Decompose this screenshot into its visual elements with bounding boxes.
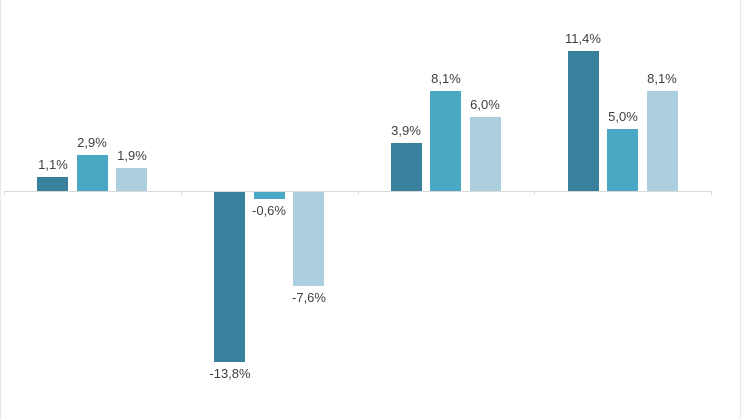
data-label: 5,0% <box>608 109 638 124</box>
data-label: 6,0% <box>470 97 500 112</box>
bar-series-medium-teal-cat4 <box>607 129 638 191</box>
axis-tick <box>534 191 535 195</box>
x-axis-line <box>4 191 711 192</box>
data-label: 1,1% <box>38 157 68 172</box>
bar-series-light-blue-cat3 <box>470 117 501 191</box>
bar-series-medium-teal-cat1 <box>77 155 108 191</box>
axis-tick <box>4 191 5 195</box>
data-label: -7,6% <box>292 290 326 305</box>
bar-series-dark-teal-cat4 <box>568 51 599 191</box>
data-label: 2,9% <box>77 135 107 150</box>
bar-series-light-blue-cat4 <box>647 91 678 191</box>
data-label: 8,1% <box>431 71 461 86</box>
bar-series-dark-teal-cat2 <box>214 192 245 362</box>
bar-series-dark-teal-cat1 <box>37 177 68 191</box>
data-label: 1,9% <box>117 148 147 163</box>
data-label: 8,1% <box>647 71 677 86</box>
axis-tick <box>181 191 182 195</box>
bar-series-medium-teal-cat2 <box>254 192 285 199</box>
axis-tick <box>711 191 712 195</box>
bar-series-dark-teal-cat3 <box>391 143 422 191</box>
data-label: 11,4% <box>565 31 601 46</box>
bar-series-medium-teal-cat3 <box>430 91 461 191</box>
data-label: 3,9% <box>391 123 421 138</box>
bar-series-light-blue-cat1 <box>116 168 147 191</box>
bar-series-light-blue-cat2 <box>293 192 324 286</box>
data-label: -0,6% <box>252 203 286 218</box>
data-label: -13,8% <box>209 366 251 381</box>
axis-tick <box>358 191 359 195</box>
